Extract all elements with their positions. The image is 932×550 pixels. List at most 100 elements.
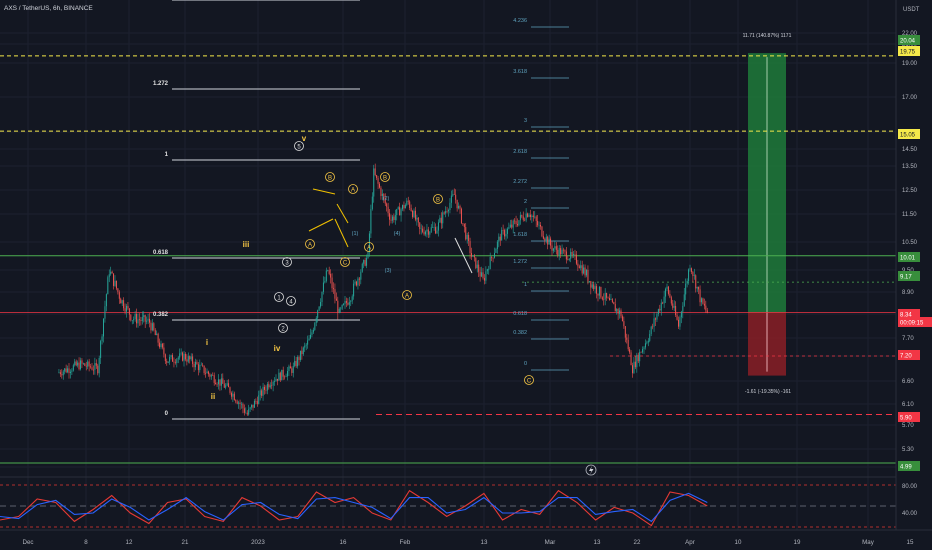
candle-body xyxy=(312,329,314,333)
price-tick: 12.50 xyxy=(902,188,918,194)
candle-body xyxy=(249,407,251,410)
candle-body xyxy=(225,385,227,388)
candle-body xyxy=(593,284,595,290)
candle-body xyxy=(557,249,559,256)
price-badge[interactable] xyxy=(898,461,920,471)
price-tick: 17.00 xyxy=(902,95,918,101)
candle-body xyxy=(486,269,488,272)
candle-body xyxy=(169,356,171,362)
price-tick: 8.90 xyxy=(902,290,914,296)
candle-body xyxy=(706,310,708,314)
candle-body xyxy=(586,269,587,276)
wave-paren-label: (4) xyxy=(394,231,401,237)
candle-body xyxy=(633,361,635,374)
candle-body xyxy=(167,361,169,363)
candle-body xyxy=(594,286,596,290)
candle-body xyxy=(184,353,186,360)
candle-body xyxy=(446,211,448,212)
candle-body xyxy=(419,222,421,229)
candle-body xyxy=(356,281,357,286)
price-badge[interactable] xyxy=(898,46,920,56)
candle-body xyxy=(337,300,339,313)
wave-paren-label: (3) xyxy=(385,268,392,274)
candle-body xyxy=(505,233,507,237)
price-tick: 5.70 xyxy=(902,423,914,429)
time-tick: 15 xyxy=(907,539,914,546)
long-position-tool[interactable]: 11.71 (140.87%) 1171 -1.61 (-19.35%) -161 xyxy=(743,33,792,395)
candle-body xyxy=(621,316,623,322)
candle-body xyxy=(324,280,326,283)
price-badge[interactable] xyxy=(898,350,920,360)
candle-body xyxy=(406,200,408,205)
candle-body xyxy=(695,275,697,289)
wave-label-roman: iii xyxy=(243,240,250,249)
time-tick: Feb xyxy=(400,539,411,546)
symbol-label[interactable]: AXS / TetherUS, 6h, BINANCE xyxy=(4,5,93,12)
candle-body xyxy=(701,298,702,303)
price-badge[interactable] xyxy=(898,309,920,319)
candle-body xyxy=(472,255,474,257)
candle-body xyxy=(426,229,428,232)
candle-body xyxy=(230,392,232,397)
candle-body xyxy=(555,246,557,250)
candle-body xyxy=(141,317,143,321)
lightning-icon[interactable] xyxy=(585,464,597,476)
candle-body xyxy=(690,268,692,272)
wave-circle xyxy=(282,257,292,267)
candle-body xyxy=(264,386,265,390)
candle-body xyxy=(649,333,651,341)
candle-body xyxy=(583,267,585,274)
wave-label-roman: v xyxy=(302,134,307,143)
candle-body xyxy=(120,298,122,304)
candle-body xyxy=(94,363,96,370)
candle-body xyxy=(363,259,365,264)
price-badge[interactable] xyxy=(898,129,920,139)
candle-body xyxy=(353,283,355,297)
candle-body xyxy=(101,336,103,342)
candle-body xyxy=(413,210,415,217)
candle-body xyxy=(571,251,573,255)
candle-body xyxy=(588,281,590,282)
candle-body xyxy=(590,281,592,288)
fib-extensions[interactable]: 1.272 1 0.618 0.382 0 4.236 3.618 3 2.618 2.272 2 1… xyxy=(153,0,569,420)
candle-body xyxy=(650,326,652,334)
candle-body xyxy=(675,305,677,315)
candle-body xyxy=(242,403,244,409)
price-badge[interactable] xyxy=(898,35,920,45)
candle-body xyxy=(429,231,431,235)
candle-body xyxy=(456,199,458,209)
wave-circle-letter xyxy=(305,239,315,249)
candle-body xyxy=(126,305,127,312)
horizontal-levels[interactable] xyxy=(0,55,896,464)
candle-body xyxy=(676,314,678,320)
candle-body xyxy=(144,315,146,322)
candle-body xyxy=(297,357,299,367)
candle-body xyxy=(121,300,123,304)
candle-body xyxy=(478,264,480,272)
candle-body xyxy=(161,343,163,348)
price-badge[interactable] xyxy=(898,252,920,262)
candle-body xyxy=(596,286,598,294)
candle-body xyxy=(340,308,342,310)
candle-body xyxy=(115,280,117,289)
price-badge[interactable] xyxy=(898,412,920,422)
price-badge[interactable] xyxy=(898,271,920,281)
candle-body xyxy=(394,215,396,221)
candle-body xyxy=(644,343,646,348)
candle-body xyxy=(85,365,87,367)
candle-body xyxy=(647,340,649,343)
candle-body xyxy=(311,332,313,335)
candle-body xyxy=(515,220,517,225)
candle-body xyxy=(357,278,359,286)
candle-body xyxy=(97,365,99,374)
price-badge[interactable] xyxy=(898,317,932,327)
time-tick: Apr xyxy=(685,539,695,546)
candle-body xyxy=(298,357,300,361)
candle-body xyxy=(564,250,566,252)
time-tick: 8 xyxy=(84,539,88,546)
candle-body xyxy=(226,383,228,386)
fib-right-label: 3 xyxy=(524,118,527,124)
candle-body xyxy=(107,277,109,295)
candle-body xyxy=(652,326,654,328)
